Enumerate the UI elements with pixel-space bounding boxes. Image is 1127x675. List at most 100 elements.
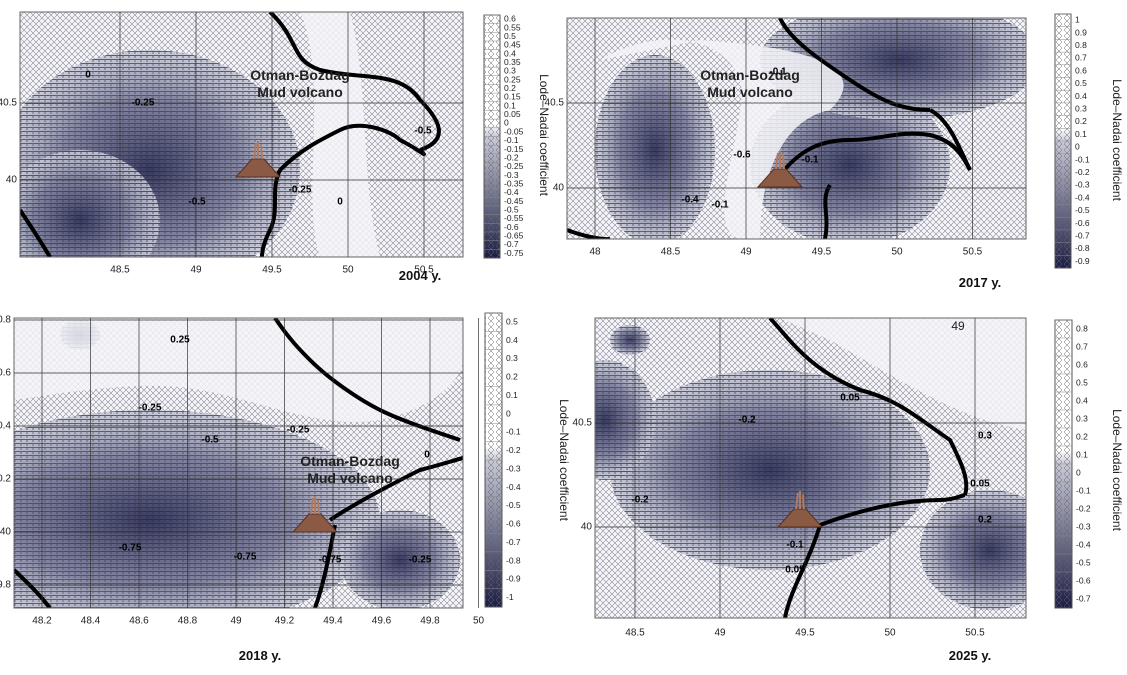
colorbar-tick-label: 0.6	[1075, 65, 1087, 75]
volcano-label: Mud volcano	[307, 470, 393, 486]
x-tick-label: 50.5	[963, 247, 983, 258]
contour-label: -0.1	[801, 155, 819, 166]
x-tick-label: 48	[589, 247, 601, 258]
colorbar-tick-label: -0.7	[1075, 231, 1090, 241]
x-tick-label: 49	[714, 628, 726, 639]
volcano-icon	[776, 508, 824, 528]
colorbar-tick-label: -0.65	[504, 231, 524, 241]
colorbar-tick-label: -0.55	[504, 213, 524, 223]
x-tick-label: 49.2	[275, 616, 295, 627]
x-tick-label: 49.8	[420, 616, 440, 627]
river	[823, 183, 832, 239]
colorbar-tick-label: -0.7	[1076, 593, 1091, 603]
colorbar-tick-label: 0	[504, 118, 509, 128]
colorbar-tick-label: 0	[1075, 142, 1080, 152]
colorbar-tick-label: 0.4	[506, 335, 518, 345]
colorbar-tick-label: 0.3	[506, 353, 518, 363]
river	[14, 568, 52, 608]
river	[313, 524, 337, 608]
contour-label: -0.75	[319, 555, 342, 566]
colorbar-tick-label: 0.2	[1075, 116, 1087, 126]
river	[768, 318, 969, 496]
colorbar-tick-label: 0.5	[1076, 377, 1088, 387]
river	[268, 12, 441, 152]
x-tick-label: 50.5	[965, 628, 985, 639]
colorbar-tick-label: -0.7	[504, 239, 519, 249]
contour-label: 0.2	[978, 515, 992, 526]
colorbar-tick-label: -1	[506, 592, 514, 602]
colorbar-tick-label: -0.1	[1075, 154, 1090, 164]
x-tick-label: 48.5	[625, 628, 645, 639]
colorbar-tick-label: 0.15	[504, 92, 521, 102]
colorbar-tick-label: -0.3	[504, 170, 519, 180]
x-tick-label: 49	[230, 616, 242, 627]
dark-zone	[595, 55, 715, 239]
contour-label: -0.25	[289, 185, 312, 196]
x-tick-label: 49.4	[323, 616, 343, 627]
river	[778, 131, 972, 177]
contour-label: -0.1	[786, 540, 804, 551]
white-zone	[300, 12, 380, 257]
colorbar-tick-label: 0.3	[1076, 413, 1088, 423]
colorbar-tick-label: 0	[506, 408, 511, 418]
contour-label: -0.4	[681, 195, 699, 206]
colorbar-tick-label: 0.4	[1076, 395, 1088, 405]
colorbar-tick-label: 0.9	[1075, 27, 1087, 37]
colorbar-tick-label: -0.75	[504, 248, 524, 258]
dark-zone	[595, 360, 655, 480]
x-tick-label: 49	[190, 265, 202, 276]
colorbar-tick-label: 0.5	[506, 316, 518, 326]
contour-label: -0.5	[188, 197, 206, 208]
contour-label: -0.5	[201, 435, 219, 446]
river	[819, 493, 966, 527]
x-tick-label: 49	[740, 247, 752, 258]
volcano-icon	[234, 158, 282, 178]
colorbar-tick-label: 0.3	[504, 66, 516, 76]
colorbar-tick-label: 0.1	[506, 390, 518, 400]
colorbar-tick-label: -0.2	[1076, 503, 1091, 513]
colorbar-tick-label: -0.9	[506, 574, 521, 584]
x-tick-label: 50	[884, 628, 896, 639]
contour-label: 0	[424, 450, 430, 461]
contour-label: -0.25	[139, 403, 162, 414]
contour-label: -0.75	[234, 552, 257, 563]
colorbar-tick-label: 0.4	[504, 48, 516, 58]
colorbar-tick-label: 1	[1075, 15, 1080, 25]
colorbar-tick-label: -0.2	[506, 445, 521, 455]
colorbar-label: Lode–Nadai coefficient	[537, 74, 551, 197]
x-tick-label: 48.5	[110, 265, 130, 276]
river	[778, 18, 931, 112]
plot-frame	[13, 317, 464, 609]
colorbar-tick-label: -0.1	[504, 135, 519, 145]
colorbar-tick-label: -0.4	[1076, 539, 1091, 549]
dark-zone	[610, 325, 650, 355]
plot-area	[595, 318, 1026, 618]
plot-area	[567, 18, 1026, 239]
colorbar-label: Lode–Nadai coefficient	[1110, 79, 1124, 202]
colorbar-tick-label: 0.1	[504, 100, 516, 110]
y-tick-label: 40.5	[0, 98, 17, 109]
plot-area	[20, 12, 463, 257]
colorbar-tick-label: 0.45	[504, 40, 521, 50]
map-panel: 48 48.5 49 49.5 50 50.5 40.5 40 Otman-BozdagMud …	[545, 13, 1124, 290]
y-tick-label: 39.8	[0, 580, 11, 591]
colorbar-tick-label: -0.5	[504, 205, 519, 215]
x-tick-label: 48.4	[81, 616, 101, 627]
colorbar-tick-label: 0.7	[1075, 53, 1087, 63]
map-panel: 48.2 48.4 48.6 48.8 49 49.2 49.4 49.6 49.8 50 40.8…	[0, 312, 571, 663]
colorbar-tick-label: 0.6	[1076, 359, 1088, 369]
contour-label: -0.6	[733, 150, 751, 161]
colorbar-tick-label: 0.2	[506, 372, 518, 382]
colorbar-tick-label: -0.5	[506, 500, 521, 510]
colorbar-tick-label: -0.4	[1075, 192, 1090, 202]
contour-label: 0.05	[785, 565, 805, 576]
dark-zone	[610, 370, 930, 570]
colorbar-label: Lode–Nadai coefficient	[557, 399, 571, 522]
y-tick-label: 40	[553, 183, 565, 194]
colorbar-tick-label: 0	[1076, 467, 1081, 477]
colorbar-tick-label: -0.9	[1075, 256, 1090, 266]
colorbar-tick-label: -0.6	[504, 222, 519, 232]
contour-label: -0.1	[769, 67, 787, 78]
